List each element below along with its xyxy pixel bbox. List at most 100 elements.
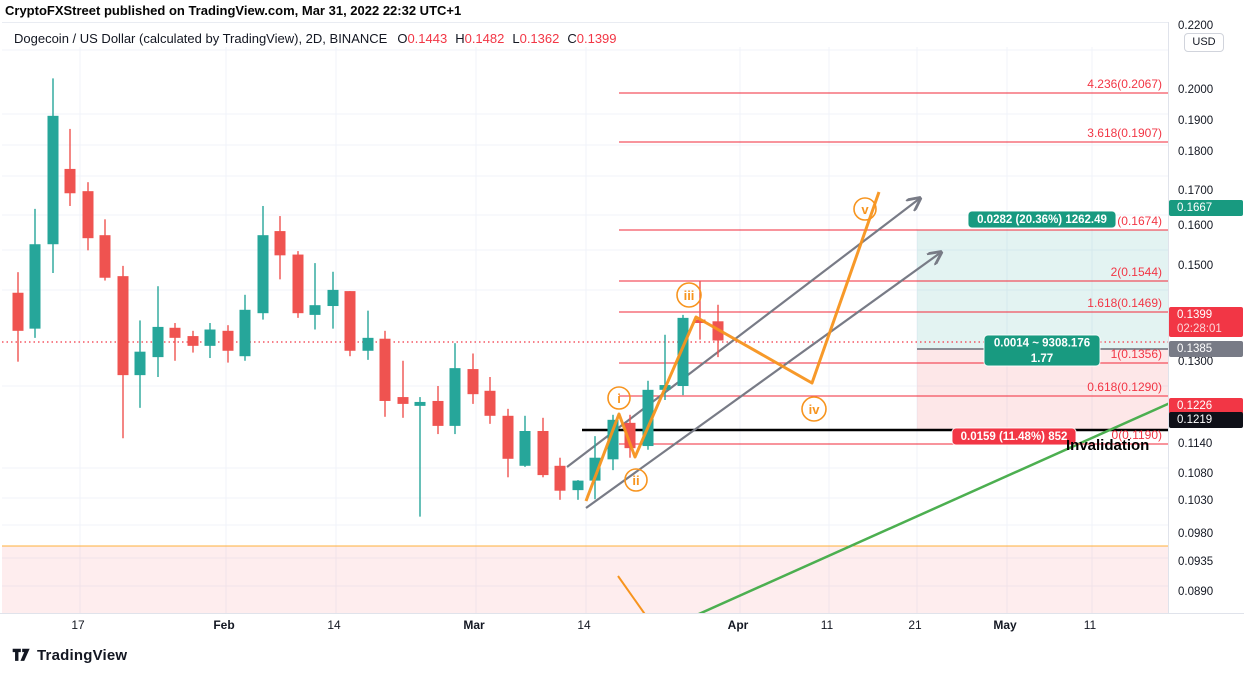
ohlc-C: C0.1399 bbox=[567, 31, 617, 46]
fib-label: (0.1674) bbox=[1117, 214, 1162, 228]
tradingview-logo-text[interactable]: TradingView bbox=[37, 647, 128, 664]
candle-body bbox=[432, 400, 444, 426]
candle-body bbox=[449, 368, 461, 426]
attribution-header: CryptoFXStreet published on TradingView.… bbox=[5, 3, 462, 18]
price-tick: 0.1600 bbox=[1178, 220, 1214, 232]
candle-body bbox=[309, 305, 321, 315]
candle-body bbox=[589, 457, 601, 481]
invalidation-label: Invalidation bbox=[1066, 437, 1149, 454]
fib-label: 0.618(0.1290) bbox=[1087, 380, 1162, 394]
tradingview-logo-icon[interactable] bbox=[12, 647, 31, 664]
price-axis-badge[interactable]: 0.1226 bbox=[1169, 398, 1243, 414]
candle-body bbox=[29, 244, 41, 329]
price-tick: 0.1700 bbox=[1178, 185, 1214, 197]
fib-label: 1(0.1356) bbox=[1111, 347, 1162, 361]
price-tick: 0.0935 bbox=[1178, 556, 1214, 568]
candle-body bbox=[99, 235, 111, 278]
symbol-title[interactable]: Dogecoin / US Dollar (calculated by Trad… bbox=[14, 31, 388, 46]
ohlc-readout: O0.1443 H0.1482 L0.1362 C0.1399 bbox=[397, 31, 624, 46]
candle-body bbox=[519, 430, 531, 466]
candle-body bbox=[134, 351, 146, 376]
candle-body bbox=[327, 289, 339, 307]
candle-body bbox=[82, 191, 94, 239]
wave-circle bbox=[853, 197, 877, 221]
candle-body bbox=[537, 430, 549, 476]
time-tick: Mar bbox=[463, 618, 485, 632]
profit-badge-text: 0.0282 (20.36%) 1262.49 bbox=[977, 214, 1107, 226]
elliott-wave-path bbox=[584, 191, 881, 502]
fib-label: 1.618(0.1469) bbox=[1087, 296, 1162, 310]
candle-body bbox=[344, 291, 356, 351]
price-axis-badge[interactable]: 0.1219 bbox=[1169, 412, 1243, 428]
chart-canvas[interactable]: 4.236(0.2067) 3.618(0.1907) (0.1674) 2(0.15… bbox=[2, 23, 1171, 636]
channel-arrow-upper bbox=[566, 199, 919, 468]
price-tick: 0.1080 bbox=[1178, 468, 1214, 480]
time-tick: May bbox=[993, 618, 1017, 632]
currency-usd-button[interactable]: USD bbox=[1184, 33, 1224, 52]
wave-circle bbox=[801, 396, 827, 422]
price-axis-badge[interactable]: 0.1667 bbox=[1169, 200, 1243, 216]
time-tick: 17 bbox=[71, 618, 85, 632]
chart-legend: Dogecoin / US Dollar (calculated by Trad… bbox=[14, 31, 625, 46]
wave-circle bbox=[676, 282, 702, 308]
price-tick: 0.1140 bbox=[1178, 438, 1213, 450]
profit-badge[interactable]: 0.0282 (20.36%) 1262.49 bbox=[967, 210, 1117, 229]
wave-label-i: i bbox=[617, 391, 621, 406]
time-tick: 11 bbox=[820, 618, 834, 632]
candle-body bbox=[239, 309, 251, 357]
fib-label: 3.618(0.1907) bbox=[1087, 126, 1162, 140]
candle-body bbox=[414, 401, 426, 406]
wave-label-v: v bbox=[861, 202, 869, 217]
time-tick: Feb bbox=[213, 618, 235, 632]
price-tick: 0.1500 bbox=[1178, 260, 1214, 272]
price-axis-pane[interactable]: USD 0.2200 0.2000 0.1900 0.1800 0.1700 0.1600… bbox=[1168, 20, 1244, 613]
wave-label-iii: iii bbox=[684, 288, 695, 303]
candle-body bbox=[467, 369, 479, 395]
candle-body bbox=[257, 235, 269, 314]
price-tick: 0.1030 bbox=[1178, 495, 1214, 507]
time-tick: 14 bbox=[577, 618, 591, 632]
axis-corner bbox=[1169, 613, 1244, 636]
candle-body bbox=[117, 276, 129, 376]
price-tick: 0.0890 bbox=[1178, 586, 1214, 598]
price-axis-badge[interactable]: 0.1385 bbox=[1169, 341, 1243, 357]
wave-circle bbox=[624, 468, 648, 492]
target-zone bbox=[917, 230, 1170, 349]
candle-body bbox=[152, 326, 164, 358]
loss-badge-text: 0.0159 (11.48%) 852 bbox=[961, 431, 1068, 443]
ohlc-L: L0.1362 bbox=[512, 31, 560, 46]
candle-body bbox=[694, 319, 706, 324]
price-tick: 0.2200 bbox=[1178, 20, 1214, 32]
candle-body bbox=[484, 390, 496, 416]
price-tick: 0.1900 bbox=[1178, 115, 1214, 127]
candle-body bbox=[12, 292, 24, 331]
time-tick: 14 bbox=[327, 618, 341, 632]
candle-body bbox=[379, 338, 391, 401]
candle-body bbox=[397, 397, 409, 404]
price-tick: 0.2000 bbox=[1178, 84, 1214, 96]
candle-body bbox=[502, 415, 514, 459]
time-axis-pane[interactable]: 17 Feb 14 Mar 14 Apr 11 21 May 11 bbox=[0, 613, 1169, 636]
price-tick: 0.0980 bbox=[1178, 528, 1214, 540]
candle-body bbox=[222, 330, 234, 351]
chart-widget: 4.236(0.2067) 3.618(0.1907) (0.1674) 2(0.15… bbox=[2, 22, 1242, 636]
candle-body bbox=[624, 422, 636, 449]
time-tick: 11 bbox=[1083, 618, 1097, 632]
candle-body bbox=[274, 231, 286, 256]
candlestick-series bbox=[12, 78, 724, 517]
candle-body bbox=[642, 389, 654, 447]
ohlc-H: H0.1482 bbox=[455, 31, 505, 46]
price-axis-badge[interactable]: 0.1399 02:28:01 bbox=[1169, 307, 1243, 337]
candle-body bbox=[572, 480, 584, 491]
wave-label-iv: iv bbox=[809, 402, 821, 417]
ohlc-O: O0.1443 bbox=[397, 31, 448, 46]
candle-body bbox=[362, 337, 374, 351]
fib-label: 2(0.1544) bbox=[1111, 265, 1162, 279]
candle-body bbox=[292, 254, 304, 314]
time-tick: Apr bbox=[727, 618, 749, 632]
fib-label: 0(0.1190) bbox=[1112, 428, 1162, 442]
candle-body bbox=[169, 327, 181, 338]
candle-body bbox=[187, 336, 199, 346]
risk-reward-badge[interactable]: 0.0014 ~ 9308.176 1.77 bbox=[983, 334, 1101, 367]
loss-badge[interactable]: 0.0159 (11.48%) 852 bbox=[951, 427, 1077, 446]
